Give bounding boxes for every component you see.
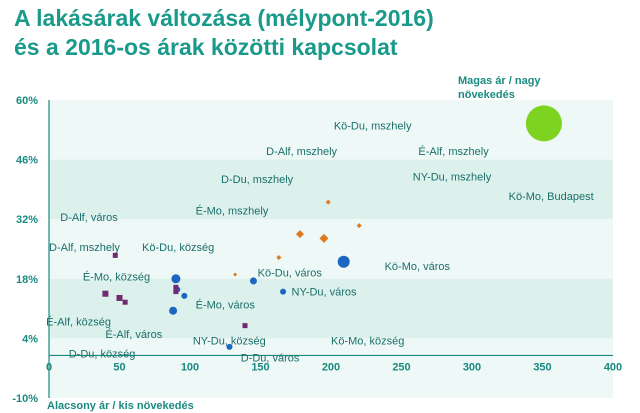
data-points: [102, 105, 562, 350]
band-3: [49, 278, 613, 339]
x-tick-label: 150: [251, 361, 269, 373]
x-tick-label: 250: [392, 361, 410, 373]
point-label: NY-Du, község: [193, 336, 266, 348]
band-2: [49, 219, 613, 279]
x-tick-label: 200: [322, 361, 340, 373]
data-point-diamond: [233, 272, 238, 277]
point-label: Kö-Mo, város: [385, 261, 451, 273]
data-point-square: [116, 294, 123, 301]
data-point-square: [112, 252, 118, 258]
y-tick-label: 32%: [16, 214, 38, 226]
point-label: Kö-Du, város: [258, 267, 323, 279]
point-label: É-Mo, mszhely: [196, 205, 269, 218]
x-tick-label: 0: [46, 361, 52, 373]
point-labels: Kö-Du, mszhely D-Alf, mszhely É-Alf, mszhe…: [46, 121, 593, 365]
background-bands: [49, 100, 613, 398]
data-point-diamond: [295, 230, 304, 239]
point-label: É-Alf, község: [46, 315, 111, 328]
data-point-square: [173, 284, 179, 290]
data-point-diamond: [319, 233, 329, 243]
corner-label-high: növekedés: [458, 89, 515, 101]
data-point-diamond: [325, 199, 331, 205]
data-point-diamond: [356, 223, 362, 229]
data-point-circle: [169, 306, 178, 315]
axes: [48, 100, 613, 398]
y-tick-label: -10%: [12, 393, 38, 405]
corner-labels: Magas ár / nagy növekedés Alacsony ár / ki…: [47, 75, 541, 412]
data-point-square: [242, 323, 248, 329]
tick-labels: 0 50 100 150 200 250 300 350 400 60% 46% 32% 18% 4% -1…: [12, 95, 622, 405]
band-1: [49, 159, 613, 220]
data-point-circle: [337, 255, 350, 268]
chart-title-line-2: és a 2016-os árak közötti kapcsolat: [14, 34, 398, 60]
point-label: É-Alf, mszhely: [418, 145, 489, 158]
point-label: D-Alf, mszhely: [266, 146, 337, 158]
point-label: Kö-Mo, Budapest: [509, 191, 594, 203]
band-0: [49, 100, 613, 160]
data-point-square: [173, 289, 179, 295]
chart-title: A lakásárak változása (mélypont-2016) és…: [14, 4, 614, 62]
y-tick-label: 4%: [22, 333, 38, 345]
y-tick-label: 60%: [16, 95, 38, 107]
point-label: D-Alf, város: [60, 212, 118, 224]
point-label: Kö-Du, mszhely: [334, 121, 412, 133]
x-tick-label: 50: [113, 361, 125, 373]
data-point-circle: [249, 277, 257, 285]
data-point-circle: [226, 343, 233, 350]
point-label: É-Alf, város: [105, 328, 162, 341]
data-point-diamond: [276, 255, 282, 261]
data-point-circle: [280, 288, 287, 295]
point-label: Kö-Du, község: [142, 242, 214, 254]
data-point-square: [102, 290, 109, 297]
point-label: NY-Du, mszhely: [413, 172, 492, 184]
point-label: É-Mo, község: [83, 271, 150, 284]
y-tick-label: 46%: [16, 155, 38, 167]
point-label: Kö-Mo, község: [331, 336, 404, 348]
band-4: [49, 338, 613, 398]
corner-label-low: Alacsony ár / kis növekedés: [47, 400, 194, 412]
data-point-circle: [181, 292, 188, 299]
point-label: NY-Du, város: [292, 287, 358, 299]
x-tick-label: 100: [181, 361, 199, 373]
point-label: É-Mo, város: [196, 298, 256, 311]
y-tick-label: 18%: [16, 274, 38, 286]
corner-label-high: Magas ár / nagy: [458, 75, 541, 87]
point-label: D-Du, mszhely: [221, 174, 294, 186]
x-tick-label: 300: [463, 361, 481, 373]
point-label: D-Du, város: [241, 353, 300, 365]
point-label: D-Du, község: [69, 348, 136, 360]
data-point-square: [122, 299, 128, 305]
chart-title-line-1: A lakásárak változása (mélypont-2016): [14, 5, 434, 31]
point-label: D-Alf, mszhely: [49, 242, 120, 254]
x-tick-label: 350: [533, 361, 551, 373]
data-point-circle: [525, 105, 562, 142]
data-point-circle: [171, 274, 181, 284]
x-tick-label: 400: [604, 361, 622, 373]
